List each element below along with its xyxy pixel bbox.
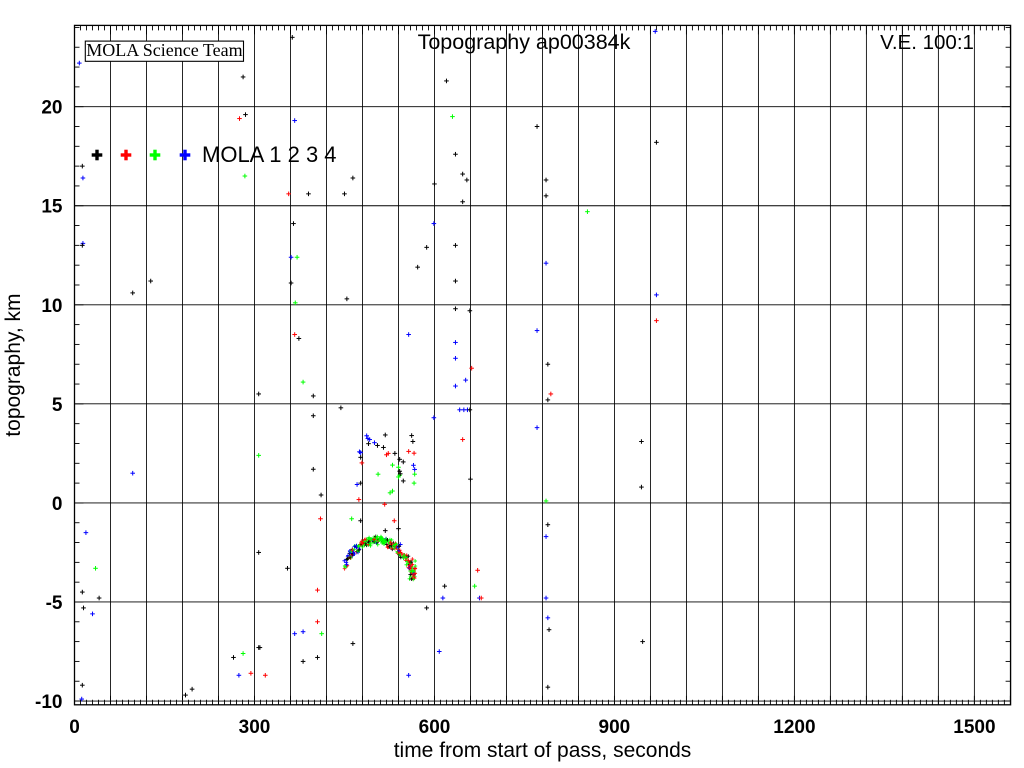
svg-text:0: 0 [52, 494, 63, 515]
svg-text:5: 5 [52, 395, 63, 416]
svg-text:1200: 1200 [773, 717, 815, 738]
svg-text:300: 300 [239, 717, 271, 738]
svg-text:time from start of pass, secon: time from start of pass, seconds [394, 739, 692, 762]
svg-text:-10: -10 [35, 692, 62, 713]
svg-text:10: 10 [41, 296, 62, 317]
svg-text:MOLA 1 2 3 4: MOLA 1 2 3 4 [202, 142, 337, 167]
svg-text:15: 15 [41, 197, 63, 218]
svg-text:0: 0 [69, 717, 80, 738]
svg-text:topography, km: topography, km [2, 294, 25, 437]
svg-text:-5: -5 [46, 593, 63, 614]
svg-text:Topography ap00384k: Topography ap00384k [418, 30, 631, 54]
svg-text:1500: 1500 [953, 717, 995, 738]
svg-text:V.E. 100:1: V.E. 100:1 [880, 31, 974, 54]
svg-text:600: 600 [419, 717, 451, 738]
svg-text:900: 900 [599, 717, 631, 738]
svg-text:20: 20 [41, 98, 62, 119]
svg-text:MOLA Science Team: MOLA Science Team [86, 40, 242, 60]
